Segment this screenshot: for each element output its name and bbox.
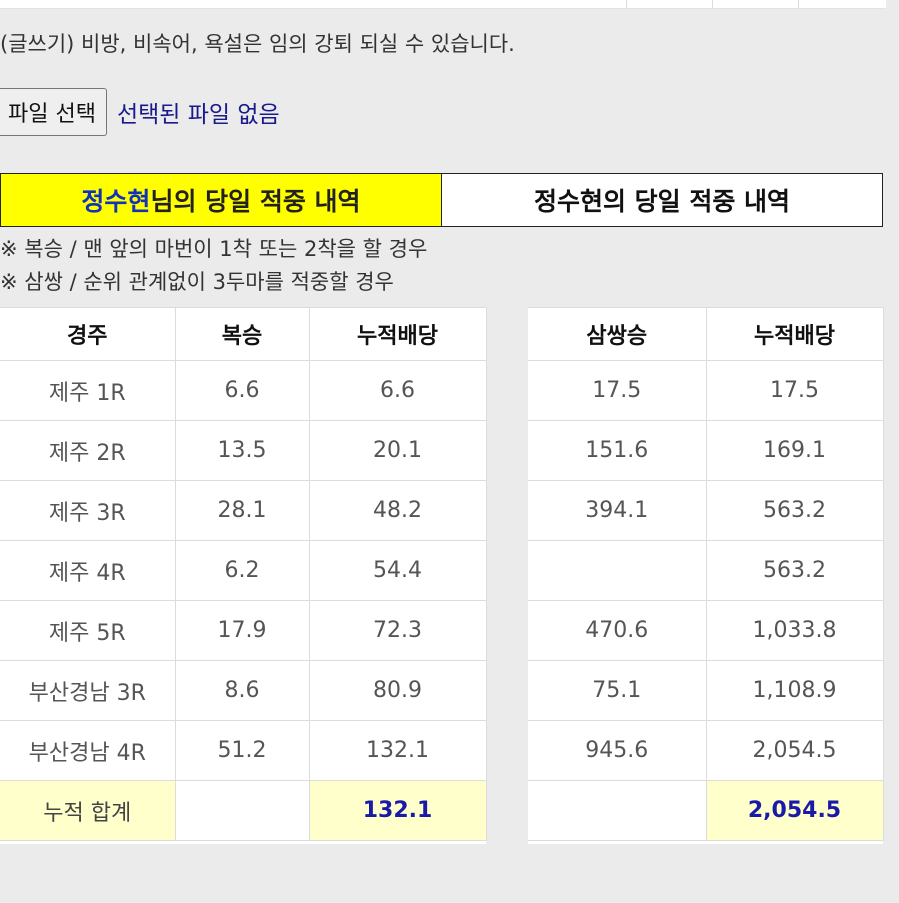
- column-header: 삼쌍승: [528, 307, 707, 361]
- table-row: 제주 1R 6.6 6.6: [0, 360, 487, 421]
- table-cell: 75.1: [528, 660, 707, 721]
- choose-file-button[interactable]: 파일 선택: [0, 88, 107, 136]
- table-cell: 17.5: [528, 360, 707, 421]
- total-label: 누적 합계: [0, 780, 176, 841]
- table-cell: 제주 1R: [0, 360, 176, 421]
- table-header-row: 경주 복승 누적배당: [0, 307, 487, 361]
- table-row: 제주 5R 17.9 72.3: [0, 600, 487, 661]
- table-cell: 169.1: [706, 420, 884, 481]
- table-cell: 부산경남 4R: [0, 720, 176, 781]
- table-cell: 제주 4R: [0, 540, 176, 601]
- column-header: 경주: [0, 307, 176, 361]
- table-row: 제주 2R 13.5 20.1: [0, 420, 487, 481]
- table-cell: 394.1: [528, 480, 707, 541]
- table-cell: 6.2: [175, 540, 310, 601]
- table-cell: 48.2: [309, 480, 487, 541]
- column-header: 복승: [175, 307, 310, 361]
- table-row: 75.1 1,108.9: [528, 660, 884, 721]
- table-cell: 6.6: [175, 360, 310, 421]
- file-status-text: 선택된 파일 없음: [116, 102, 280, 128]
- table-cell: 563.2: [706, 540, 884, 601]
- column-header: 누적배당: [706, 307, 884, 361]
- total-cell: [528, 780, 707, 841]
- table-cell: 72.3: [309, 600, 487, 661]
- table-row: 제주 4R 6.2 54.4: [0, 540, 487, 601]
- table-cell: 17.5: [706, 360, 884, 421]
- table-cell: 151.6: [528, 420, 707, 481]
- table-cell: 부산경남 3R: [0, 660, 176, 721]
- table-row: 945.6 2,054.5: [528, 720, 884, 781]
- table-row: 부산경남 4R 51.2 132.1: [0, 720, 487, 781]
- table-row: 17.5 17.5: [528, 360, 884, 421]
- total-row: 누적 합계 132.1: [0, 780, 487, 841]
- table-cell: 54.4: [309, 540, 487, 601]
- table-row: 563.2: [528, 540, 884, 601]
- table-cell: 51.2: [175, 720, 310, 781]
- tab-member-history[interactable]: 정수현 님의 당일 적중 내역: [1, 174, 442, 226]
- table-cell: 28.1: [175, 480, 310, 541]
- table-cell: 제주 2R: [0, 420, 176, 481]
- table-cell: 제주 3R: [0, 480, 176, 541]
- divider: [712, 0, 713, 8]
- top-strip: [0, 0, 886, 9]
- file-upload-row: 파일 선택 선택된 파일 없음: [0, 88, 280, 136]
- table-cell: 제주 5R: [0, 600, 176, 661]
- table-row: 부산경남 3R 8.6 80.9: [0, 660, 487, 721]
- column-header: 누적배당: [309, 307, 487, 361]
- table-cell: 80.9: [309, 660, 487, 721]
- table-cell: 13.5: [175, 420, 310, 481]
- tab-label-suffix: 님의 당일 적중 내역: [150, 187, 361, 216]
- note-trifecta: ※ 삼쌍 / 순위 관계없이 3두마를 적중할 경우: [0, 270, 394, 294]
- quinella-panel: 경주 복승 누적배당 제주 1R 6.6 6.6 제주 2R 13.5 20.1 제주 3R 28.…: [0, 307, 487, 844]
- table-cell: [528, 540, 707, 601]
- table-cell: 563.2: [706, 480, 884, 541]
- total-value: 2,054.5: [706, 780, 884, 841]
- divider: [626, 0, 627, 8]
- divider: [798, 0, 799, 8]
- table-cell: 1,033.8: [706, 600, 884, 661]
- tab-author-history[interactable]: 정수현의 당일 적중 내역: [442, 174, 882, 226]
- table-cell: 1,108.9: [706, 660, 884, 721]
- table-header-row: 삼쌍승 누적배당: [528, 307, 884, 361]
- table-cell: 20.1: [309, 420, 487, 481]
- quinella-table: 경주 복승 누적배당 제주 1R 6.6 6.6 제주 2R 13.5 20.1 제주 3R 28.…: [0, 307, 487, 841]
- table-row: 470.6 1,033.8: [528, 600, 884, 661]
- tab-label: 정수현의 당일 적중 내역: [533, 187, 791, 216]
- trifecta-table: 삼쌍승 누적배당 17.5 17.5 151.6 169.1 394.1 563.2 563.2…: [528, 307, 884, 841]
- table-cell: 945.6: [528, 720, 707, 781]
- note-quinella: ※ 복승 / 맨 앞의 마번이 1착 또는 2착을 할 경우: [0, 237, 428, 261]
- table-row: 151.6 169.1: [528, 420, 884, 481]
- table-row: 394.1 563.2: [528, 480, 884, 541]
- table-cell: 132.1: [309, 720, 487, 781]
- table-row: 제주 3R 28.1 48.2: [0, 480, 487, 541]
- table-cell: 17.9: [175, 600, 310, 661]
- table-cell: 6.6: [309, 360, 487, 421]
- posting-notice: (글쓰기) 비방, 비속어, 욕설은 임의 강퇴 되실 수 있습니다.: [0, 32, 515, 56]
- total-row: 2,054.5: [528, 780, 884, 841]
- page-gutter: [886, 0, 899, 903]
- table-cell: 2,054.5: [706, 720, 884, 781]
- trifecta-panel: 삼쌍승 누적배당 17.5 17.5 151.6 169.1 394.1 563.2 563.2…: [528, 307, 884, 844]
- table-cell: 470.6: [528, 600, 707, 661]
- total-cell: [175, 780, 310, 841]
- total-value: 132.1: [309, 780, 487, 841]
- history-tabs: 정수현 님의 당일 적중 내역 정수현의 당일 적중 내역: [0, 173, 883, 227]
- table-cell: 8.6: [175, 660, 310, 721]
- member-name: 정수현: [81, 187, 151, 216]
